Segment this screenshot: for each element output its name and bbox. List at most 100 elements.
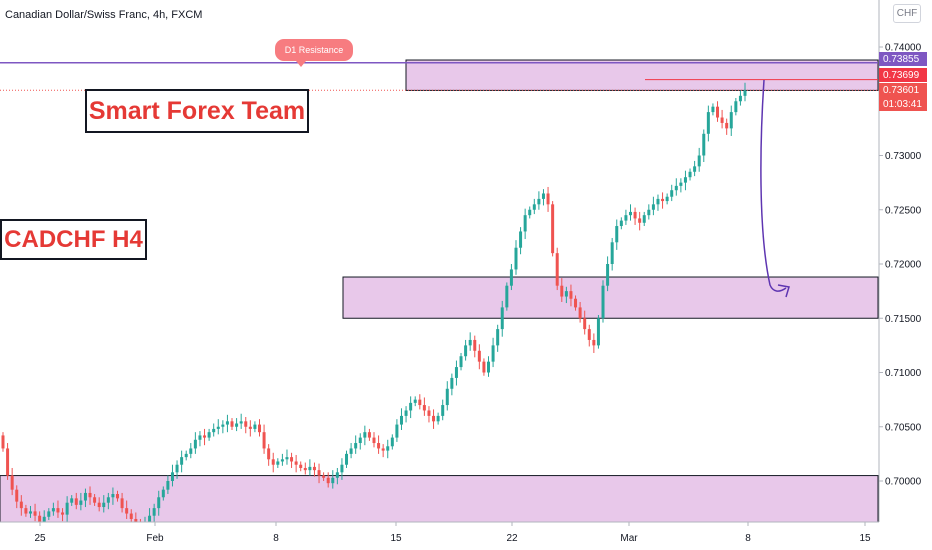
- candle-body: [303, 467, 307, 471]
- candle-body: [427, 410, 431, 416]
- candle-body: [702, 133, 706, 156]
- candle-body: [372, 437, 376, 444]
- candle-body: [148, 515, 152, 522]
- candle-body: [564, 291, 568, 297]
- candle-body: [473, 339, 477, 351]
- y-tick-label: 0.70500: [885, 422, 922, 433]
- candle-body: [432, 415, 436, 422]
- candle-body: [734, 101, 738, 113]
- y-tick-label: 0.71500: [885, 314, 922, 325]
- candle-body: [345, 453, 349, 465]
- candle-body: [244, 421, 248, 427]
- candle-body: [418, 399, 422, 406]
- candle-body: [496, 329, 500, 346]
- candle-body: [464, 345, 468, 357]
- candle-body: [555, 253, 559, 286]
- candle-body: [532, 204, 536, 210]
- candle-body: [716, 106, 720, 118]
- candle-body: [569, 291, 573, 299]
- candle-body: [212, 428, 216, 433]
- candle-body: [257, 424, 261, 433]
- candle-body: [193, 439, 197, 449]
- candle-body: [83, 492, 87, 501]
- candle-body: [670, 190, 674, 197]
- candle-body: [331, 477, 335, 484]
- candle-body: [1, 435, 5, 449]
- y-tick-label: 0.70000: [885, 477, 922, 488]
- time-axis-bg: [0, 522, 879, 550]
- candle-body: [592, 339, 596, 346]
- candle-body: [198, 435, 202, 440]
- candle-body: [720, 117, 724, 123]
- candle-body: [500, 307, 504, 330]
- candle-body: [207, 432, 211, 438]
- candle-body: [610, 242, 614, 264]
- resistance-price-badge: 0.73855: [879, 52, 927, 66]
- currency-button[interactable]: CHF: [893, 4, 921, 23]
- candle-body: [225, 421, 229, 425]
- candle-body: [738, 95, 742, 102]
- candle-body: [97, 502, 101, 508]
- candle-body: [33, 511, 37, 516]
- candle-body: [93, 497, 97, 503]
- candle-body: [638, 218, 642, 223]
- candle-body: [377, 443, 381, 449]
- pair-label-box[interactable]: CADCHF H4: [0, 219, 147, 260]
- candle-body: [152, 508, 156, 516]
- candle-body: [679, 182, 683, 186]
- candle-body: [674, 185, 678, 191]
- x-tick-label: 25: [34, 533, 46, 544]
- candle-body: [24, 508, 28, 514]
- candle-body: [386, 446, 390, 451]
- candle-body: [120, 498, 124, 509]
- candle-body: [74, 498, 78, 505]
- candle-body: [596, 318, 600, 346]
- x-tick-label: Mar: [620, 533, 638, 544]
- x-tick-label: Feb: [146, 533, 164, 544]
- candle-body: [280, 459, 284, 462]
- candle-body: [111, 494, 115, 498]
- symbol-title[interactable]: Canadian Dollar/Swiss Franc, 4h, FXCM: [5, 9, 203, 21]
- candle-body: [450, 377, 454, 389]
- candle-body: [363, 432, 367, 438]
- candle-body: [271, 459, 275, 465]
- candle-body: [560, 285, 564, 297]
- middle-support-zone: [342, 276, 879, 319]
- projection-curve: [760, 79, 787, 292]
- candle-body: [505, 285, 509, 308]
- projection-arrow: [760, 79, 790, 298]
- y-tick-label: 0.72000: [885, 260, 922, 271]
- candle-body: [706, 112, 710, 134]
- x-tick-label: 15: [390, 533, 402, 544]
- candle-body: [665, 196, 669, 202]
- candle-body: [619, 220, 623, 227]
- candle-body: [308, 466, 312, 471]
- candle-body: [541, 193, 545, 199]
- red-line-price-badge: 0.73699: [879, 68, 927, 82]
- x-tick-label: 8: [273, 533, 279, 544]
- candle-body: [487, 361, 491, 373]
- candle-body: [628, 211, 632, 216]
- candle-body: [28, 511, 32, 514]
- candle-body: [413, 399, 417, 403]
- candle-body: [683, 177, 687, 183]
- candle-body: [477, 350, 481, 362]
- y-tick-label: 0.71000: [885, 368, 922, 379]
- candle-body: [395, 424, 399, 438]
- candle-body: [10, 475, 14, 490]
- candle-body: [216, 426, 220, 429]
- candle-body: [129, 513, 133, 519]
- team-label-box[interactable]: Smart Forex Team: [85, 89, 309, 133]
- candle-body: [239, 421, 243, 424]
- x-tick-label: 8: [745, 533, 751, 544]
- candle-body: [166, 481, 170, 490]
- candle-body: [578, 307, 582, 319]
- resistance-callout[interactable]: D1 Resistance: [275, 39, 353, 61]
- candle-body: [15, 489, 19, 502]
- x-tick-label: 22: [506, 533, 518, 544]
- candle-body: [647, 209, 651, 216]
- chart-lines: [0, 61, 878, 91]
- y-tick-label: 0.74000: [885, 43, 922, 54]
- candle-body: [116, 494, 120, 499]
